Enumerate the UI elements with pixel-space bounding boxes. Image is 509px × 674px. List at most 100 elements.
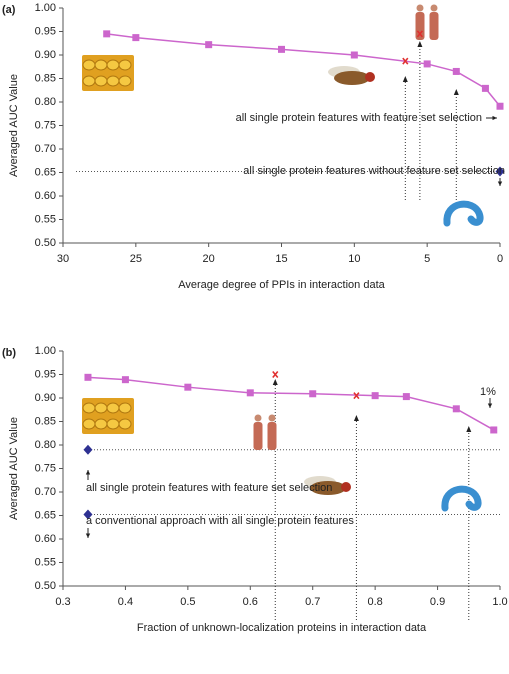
square-marker [278,45,285,53]
yeast-cell [118,418,132,430]
y-tick-label: 0.75 [35,462,56,474]
y-axis-label: Averaged AUC Value [8,74,20,177]
yeast-cell [94,418,108,430]
square-marker [121,376,129,384]
arrowhead [85,470,91,475]
x-tick-label: 0.5 [180,596,195,608]
fly-body [334,71,370,85]
square-marker [205,41,213,49]
x-tick-label: 0.6 [243,596,258,608]
square-marker [452,67,460,75]
x-tick-label: 0.9 [430,596,445,608]
yeast-cell [118,59,132,71]
square-marker [402,393,410,401]
human-head [254,414,262,422]
square-marker [184,383,192,391]
y-tick-label: 0.70 [35,143,56,155]
x-tick-label: 0.8 [367,596,382,608]
y-axis-label: Averaged AUC Value [8,417,20,520]
x-axis-label: Average degree of PPIs in interaction da… [178,279,385,291]
yeast-cell [82,418,96,430]
yeast-cell [118,402,132,414]
yeast-cell [106,418,120,430]
y-tick-label: 0.60 [35,533,56,545]
annotation: a conventional approach with all single … [86,515,354,527]
x-tick-label: 20 [203,253,215,265]
arrowhead [497,181,503,186]
fly-head [365,72,375,82]
square-marker [496,102,504,110]
y-tick-label: 0.65 [35,166,56,178]
panel-label: (a) [2,4,16,16]
y-tick-label: 0.55 [35,213,56,225]
human-body [429,12,439,40]
x-tick-label: 0 [497,253,503,265]
y-tick-label: 0.75 [35,119,56,131]
yeast-cell [106,402,120,414]
x-marker [353,392,360,400]
y-tick-label: 0.95 [35,25,56,37]
arrowhead [453,89,459,95]
panel-label: (b) [2,347,16,359]
arrowhead [466,426,472,432]
human-body [267,422,277,450]
series-line [106,33,501,107]
arrowhead [417,41,423,47]
yeast-cell [106,59,120,71]
x-tick-label: 0.4 [118,596,133,608]
annotation: all single protein features without feat… [243,165,505,177]
y-tick-label: 0.50 [35,580,56,592]
y-tick-label: 0.90 [35,49,56,61]
fly-head [341,482,351,492]
arrowhead [353,415,359,421]
y-tick-label: 0.80 [35,439,56,451]
y-tick-label: 0.55 [35,556,56,568]
y-tick-label: 0.60 [35,190,56,202]
arrowhead [402,76,408,82]
series-line [87,376,495,431]
yeast-cell [106,75,120,87]
square-marker [103,30,111,38]
square-marker [350,51,358,59]
yeast-cell [94,75,108,87]
yeast-cell [82,59,96,71]
x-marker [272,370,279,379]
human-head [430,4,438,12]
diamond-marker [83,509,93,520]
square-marker [452,405,460,413]
square-marker [490,426,498,434]
x-axis-label: Fraction of unknown-localization protein… [137,622,427,634]
y-tick-label: 0.50 [35,237,56,249]
x-tick-label: 0.7 [305,596,320,608]
y-tick-label: 0.65 [35,509,56,521]
chart-panel: (b) 0.50 0.55 0.60 0.65 0.70 0.75 0.80 0.85 0.90 0… [2,345,508,634]
annotation: all single protein features with feature… [236,112,482,124]
square-marker [246,389,254,397]
human-body [415,12,425,40]
square-marker [309,390,317,398]
y-tick-label: 0.90 [35,392,56,404]
fly-body [310,481,346,495]
arrowhead [487,403,493,408]
x-tick-label: 5 [424,253,430,265]
chart-panel: (a) 0.50 0.55 0.60 0.65 0.70 0.75 0.80 0.85 0.90 0… [2,2,505,291]
annotation: 1% [480,386,496,398]
square-marker [371,392,379,400]
arrowhead [85,533,91,538]
x-tick-label: 15 [275,253,287,265]
yeast-cell [82,75,96,87]
x-tick-label: 25 [130,253,142,265]
human-head [416,4,424,12]
arrowhead [272,379,278,385]
y-tick-label: 1.00 [35,345,56,357]
x-tick-label: 0.3 [55,596,70,608]
diamond-marker [495,166,505,177]
x-tick-label: 10 [348,253,360,265]
x-tick-label: 30 [57,253,69,265]
diamond-marker [83,444,93,455]
human-head [268,414,276,422]
arrowhead [492,115,497,121]
y-tick-label: 0.85 [35,72,56,84]
worm-image [443,200,484,227]
